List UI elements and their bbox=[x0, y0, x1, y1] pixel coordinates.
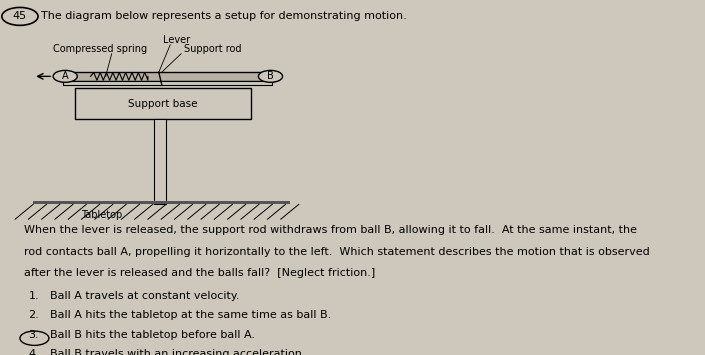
Bar bbox=[75, 88, 250, 119]
Text: A: A bbox=[62, 71, 68, 81]
Text: 1.: 1. bbox=[29, 291, 39, 301]
Bar bbox=[154, 119, 166, 204]
Text: 3.: 3. bbox=[29, 330, 39, 340]
Text: Lever: Lever bbox=[163, 35, 190, 45]
Text: rod contacts ball A, propelling it horizontally to the left.  Which statement de: rod contacts ball A, propelling it horiz… bbox=[24, 247, 650, 257]
Text: Compressed spring: Compressed spring bbox=[53, 44, 147, 54]
Text: Support base: Support base bbox=[128, 99, 198, 109]
Text: Ball A hits the tabletop at the same time as ball B.: Ball A hits the tabletop at the same tim… bbox=[50, 311, 331, 321]
Text: after the lever is released and the balls fall?  [Neglect friction.]: after the lever is released and the ball… bbox=[24, 268, 375, 278]
Text: Ball B travels with an increasing acceleration.: Ball B travels with an increasing accele… bbox=[50, 349, 305, 355]
Text: B: B bbox=[267, 71, 274, 81]
Text: Ball A travels at constant velocity.: Ball A travels at constant velocity. bbox=[50, 291, 240, 301]
Text: 45: 45 bbox=[13, 11, 27, 21]
Text: Support rod: Support rod bbox=[184, 44, 242, 54]
Text: The diagram below represents a setup for demonstrating motion.: The diagram below represents a setup for… bbox=[41, 11, 407, 21]
Text: Ball B hits the tabletop before ball A.: Ball B hits the tabletop before ball A. bbox=[50, 330, 255, 340]
Bar bbox=[63, 81, 271, 85]
Text: Tabletop: Tabletop bbox=[82, 210, 123, 220]
Text: 2.: 2. bbox=[28, 311, 39, 321]
Text: When the lever is released, the support rod withdraws from ball B, allowing it t: When the lever is released, the support … bbox=[24, 225, 637, 235]
Text: 4.: 4. bbox=[28, 349, 39, 355]
Bar bbox=[61, 72, 275, 81]
Circle shape bbox=[53, 70, 78, 82]
Circle shape bbox=[259, 70, 283, 82]
Bar bbox=[33, 201, 290, 204]
